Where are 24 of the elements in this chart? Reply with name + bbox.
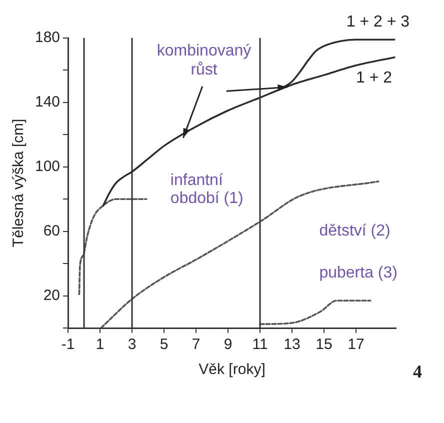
x-tick-label: 15 bbox=[316, 336, 332, 354]
y-tick-label: 180 bbox=[34, 29, 60, 46]
series-label: puberta (3) bbox=[319, 264, 398, 282]
x-tick-label: 1 bbox=[96, 336, 104, 354]
x-tick-label: 13 bbox=[284, 336, 300, 354]
y-tick-label: 20 bbox=[43, 286, 60, 304]
series-label: infantní období (1) bbox=[170, 172, 244, 207]
x-tick-label: 3 bbox=[128, 336, 136, 354]
x-tick-label: 9 bbox=[224, 336, 232, 354]
series-label: 1 + 2 bbox=[356, 70, 392, 87]
y-tick-label: 60 bbox=[43, 222, 60, 240]
x-axis-title: Věk [roky] bbox=[198, 361, 266, 378]
x-tick-label: 7 bbox=[192, 336, 200, 354]
x-tick-label: 11 bbox=[252, 336, 268, 354]
y-tick-label: 140 bbox=[34, 94, 60, 111]
x-tick-label: 17 bbox=[348, 336, 364, 354]
x-tick-label: -1 bbox=[61, 336, 75, 354]
annotation: kombinovaný růst bbox=[156, 42, 252, 78]
series-label: 1 + 2 + 3 bbox=[346, 13, 410, 30]
series-label: dětství (2) bbox=[319, 222, 390, 240]
text: 4 bbox=[413, 362, 422, 382]
y-tick-label: 100 bbox=[34, 158, 60, 176]
x-tick-label: 5 bbox=[160, 336, 168, 354]
y-axis-title: Tělesná výška [cm] bbox=[10, 118, 28, 248]
